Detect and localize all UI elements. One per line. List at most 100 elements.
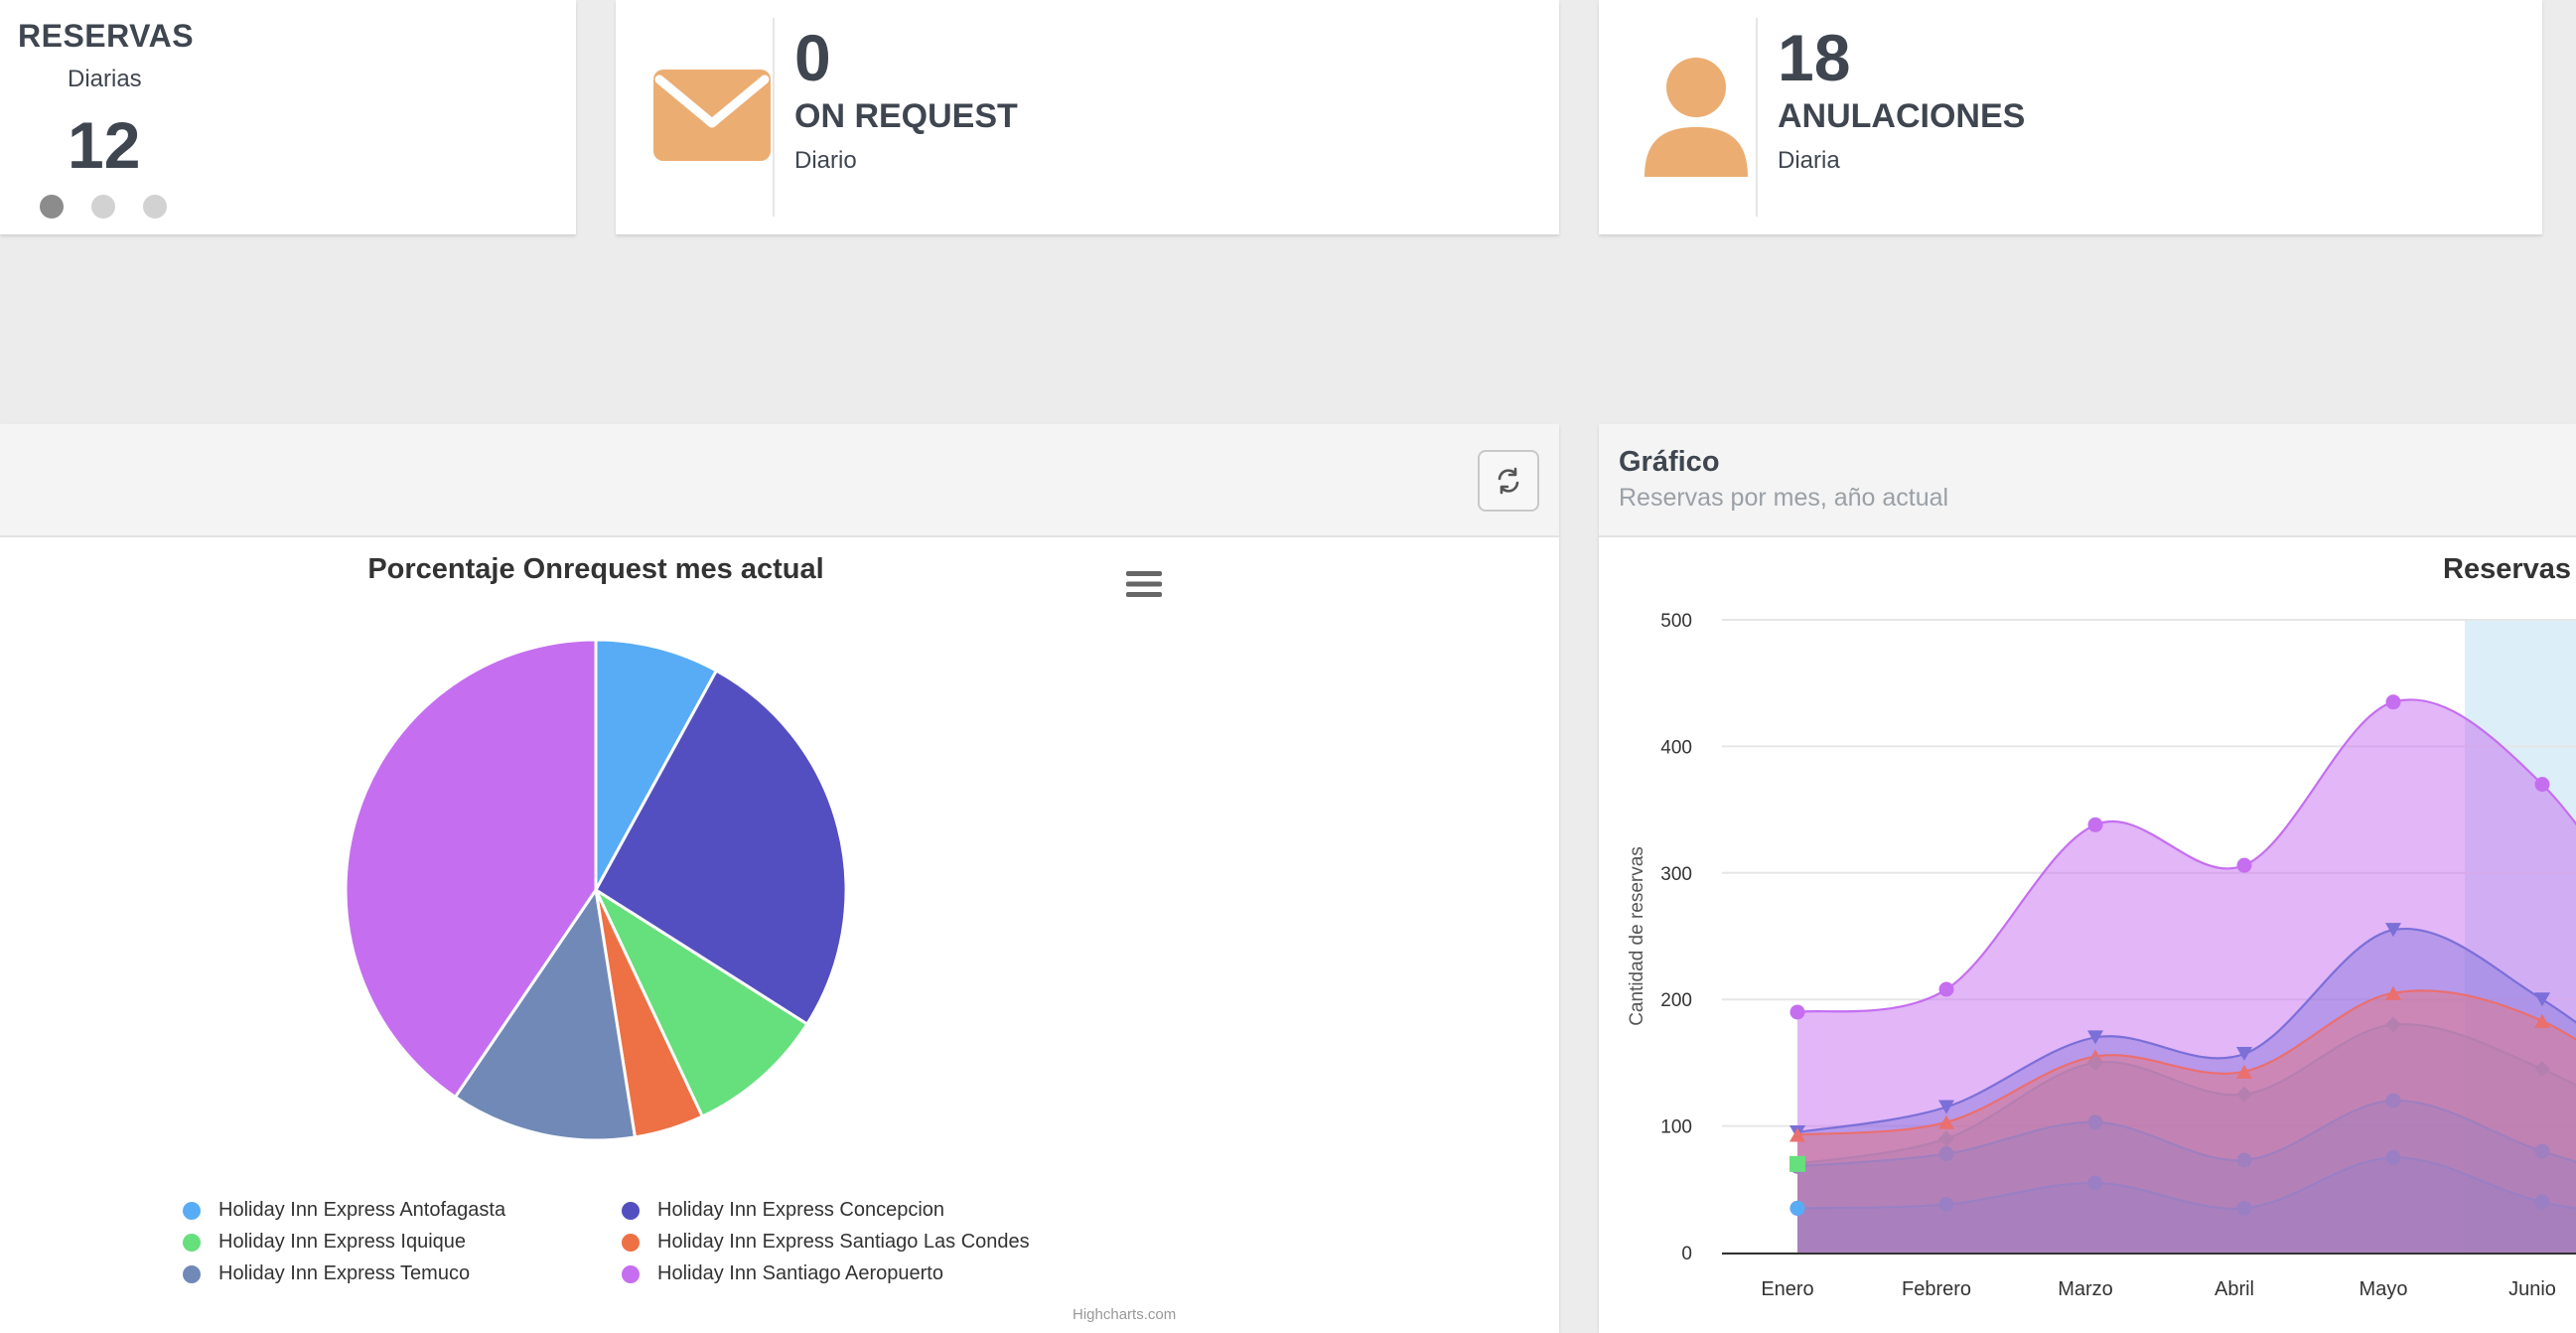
- legend-dot: [183, 1201, 201, 1220]
- reservas-card: RESERVAS Diarias 12: [0, 0, 576, 234]
- pie-chart-title: Porcentaje Onrequest mes actual: [367, 553, 824, 585]
- legend-label: Holiday Inn Santiago Aeropuerto: [657, 1262, 943, 1284]
- legend-label: Holiday Inn Express Temuco: [218, 1262, 471, 1284]
- data-point[interactable]: [2236, 1200, 2252, 1216]
- data-point[interactable]: [2087, 1114, 2103, 1130]
- legend-label: Holiday Inn Express Santiago Las Condes: [657, 1231, 1030, 1253]
- pie-legend-item[interactable]: Holiday Inn Santiago Aeropuerto: [622, 1262, 943, 1285]
- data-point[interactable]: [2385, 985, 2401, 1000]
- card-divider: [1756, 18, 1758, 217]
- data-point[interactable]: [2385, 1093, 2401, 1109]
- data-point[interactable]: [2385, 1149, 2401, 1165]
- carousel-dot-2[interactable]: [91, 195, 115, 219]
- data-point[interactable]: [2534, 1143, 2550, 1159]
- data-point[interactable]: [2534, 992, 2550, 1007]
- data-point[interactable]: [1938, 1130, 1954, 1147]
- data-point[interactable]: [1938, 981, 1954, 997]
- area-chart-title: Reservas: [2443, 553, 2571, 585]
- data-point[interactable]: [2087, 1054, 2103, 1071]
- x-tick-label: Junio: [2508, 1278, 2556, 1300]
- data-point[interactable]: [2534, 1061, 2550, 1078]
- data-point[interactable]: [1938, 1100, 1954, 1114]
- x-tick-label: Enero: [1761, 1278, 1813, 1300]
- onrequest-subtitle: Diario: [794, 147, 857, 174]
- data-point[interactable]: [2236, 1152, 2252, 1168]
- data-point[interactable]: [1938, 1197, 1954, 1213]
- anulaciones-label: ANULACIONES: [1778, 97, 2026, 135]
- legend-label: Holiday Inn Express Concepcion: [657, 1199, 945, 1221]
- y-tick-label: 300: [1660, 864, 1692, 885]
- pie-legend-item[interactable]: Holiday Inn Express Iquique: [183, 1231, 466, 1254]
- data-point[interactable]: [1789, 1004, 1805, 1020]
- x-tick-label: Mayo: [2360, 1278, 2408, 1300]
- chart-credits[interactable]: Highcharts.com: [1073, 1306, 1177, 1323]
- x-tick-label: Marzo: [2058, 1278, 2113, 1300]
- reservas-subtitle: Diarias: [68, 66, 142, 92]
- data-point[interactable]: [1789, 1200, 1805, 1216]
- onrequest-value: 0: [794, 21, 831, 94]
- data-point[interactable]: [2087, 1175, 2103, 1191]
- anulaciones-card: 18 ANULACIONES Diaria: [1599, 0, 2542, 234]
- data-point[interactable]: [2534, 1194, 2550, 1210]
- area-panel-subtitle: Reservas por mes, año actual: [1619, 484, 1949, 512]
- data-point[interactable]: [2087, 1030, 2103, 1045]
- pie-slice[interactable]: [453, 886, 638, 1142]
- refresh-button[interactable]: [1478, 450, 1539, 512]
- area-chart: 0 100 200 300 400 500 Cantidad de reservas Ener…: [1627, 611, 2576, 1300]
- y-axis-label: Cantidad de reservas: [1627, 846, 1647, 1026]
- data-point[interactable]: [2236, 857, 2252, 873]
- legend-dot: [622, 1201, 640, 1220]
- data-point[interactable]: [2385, 694, 2401, 710]
- anulaciones-value: 18: [1778, 21, 1851, 94]
- data-point[interactable]: [1938, 1146, 1954, 1162]
- reservas-value: 12: [68, 108, 141, 182]
- menu-icon[interactable]: [1126, 569, 1162, 599]
- legend-dot: [183, 1233, 201, 1252]
- data-point[interactable]: [2534, 1013, 2550, 1028]
- user-icon: [1645, 58, 1748, 177]
- data-point[interactable]: [2236, 1086, 2252, 1103]
- envelope-icon: [653, 70, 771, 161]
- pie-chart: [344, 638, 848, 1142]
- y-tick-label: 100: [1660, 1117, 1692, 1138]
- data-point[interactable]: [2385, 923, 2401, 938]
- pie-slice[interactable]: [592, 885, 809, 1119]
- x-tick-label: Febrero: [1902, 1278, 1971, 1300]
- pie-legend-item[interactable]: Holiday Inn Express Antofagasta: [183, 1199, 505, 1222]
- card-divider: [773, 18, 775, 217]
- area-series-fill: [1797, 1157, 2576, 1253]
- onrequest-card: 0 ON REQUEST Diario: [616, 0, 1559, 234]
- data-point[interactable]: [2534, 777, 2550, 793]
- y-tick-label: 0: [1681, 1244, 1692, 1264]
- pie-slice[interactable]: [594, 668, 848, 1027]
- area-series-fill: [1797, 1024, 2576, 1253]
- data-point[interactable]: [1938, 1114, 1954, 1129]
- pie-slice[interactable]: [344, 638, 598, 1100]
- refresh-icon: [1498, 467, 1519, 495]
- data-point[interactable]: [1789, 1155, 1805, 1172]
- carousel-dot-3[interactable]: [143, 195, 167, 219]
- legend-label: Holiday Inn Express Antofagasta: [218, 1199, 506, 1221]
- pie-legend-item[interactable]: Holiday Inn Express Santiago Las Condes: [622, 1231, 1030, 1254]
- data-point[interactable]: [2087, 816, 2103, 832]
- reservas-area-panel: Gráfico Reservas por mes, año actual Res…: [1599, 424, 2576, 1333]
- y-tick-label: 400: [1660, 737, 1692, 758]
- area-series-fill: [1797, 1101, 2576, 1253]
- data-point[interactable]: [2236, 1064, 2252, 1079]
- data-point[interactable]: [2236, 1046, 2252, 1061]
- pie-legend-item[interactable]: Holiday Inn Express Temuco: [183, 1262, 470, 1285]
- pie-legend-item[interactable]: Holiday Inn Express Concepcion: [622, 1199, 944, 1222]
- pie-panel-header: [0, 424, 1559, 537]
- area-panel-header: Gráfico Reservas por mes, año actual: [1599, 424, 2576, 537]
- onrequest-label: ON REQUEST: [794, 97, 1018, 135]
- pie-slice[interactable]: [594, 638, 719, 891]
- area-series-fill: [1797, 990, 2576, 1253]
- legend-label: Holiday Inn Express Iquique: [218, 1231, 467, 1253]
- x-tick-label: Abril: [2215, 1278, 2254, 1300]
- y-tick-label: 200: [1660, 990, 1692, 1011]
- data-point[interactable]: [1789, 1127, 1805, 1142]
- area-series-fill: [1797, 929, 2576, 1253]
- reservas-title: RESERVAS: [18, 18, 195, 54]
- carousel-dot-1[interactable]: [40, 195, 64, 219]
- onrequest-pie-panel: Porcentaje Onrequest mes actual Holiday …: [0, 424, 1559, 1333]
